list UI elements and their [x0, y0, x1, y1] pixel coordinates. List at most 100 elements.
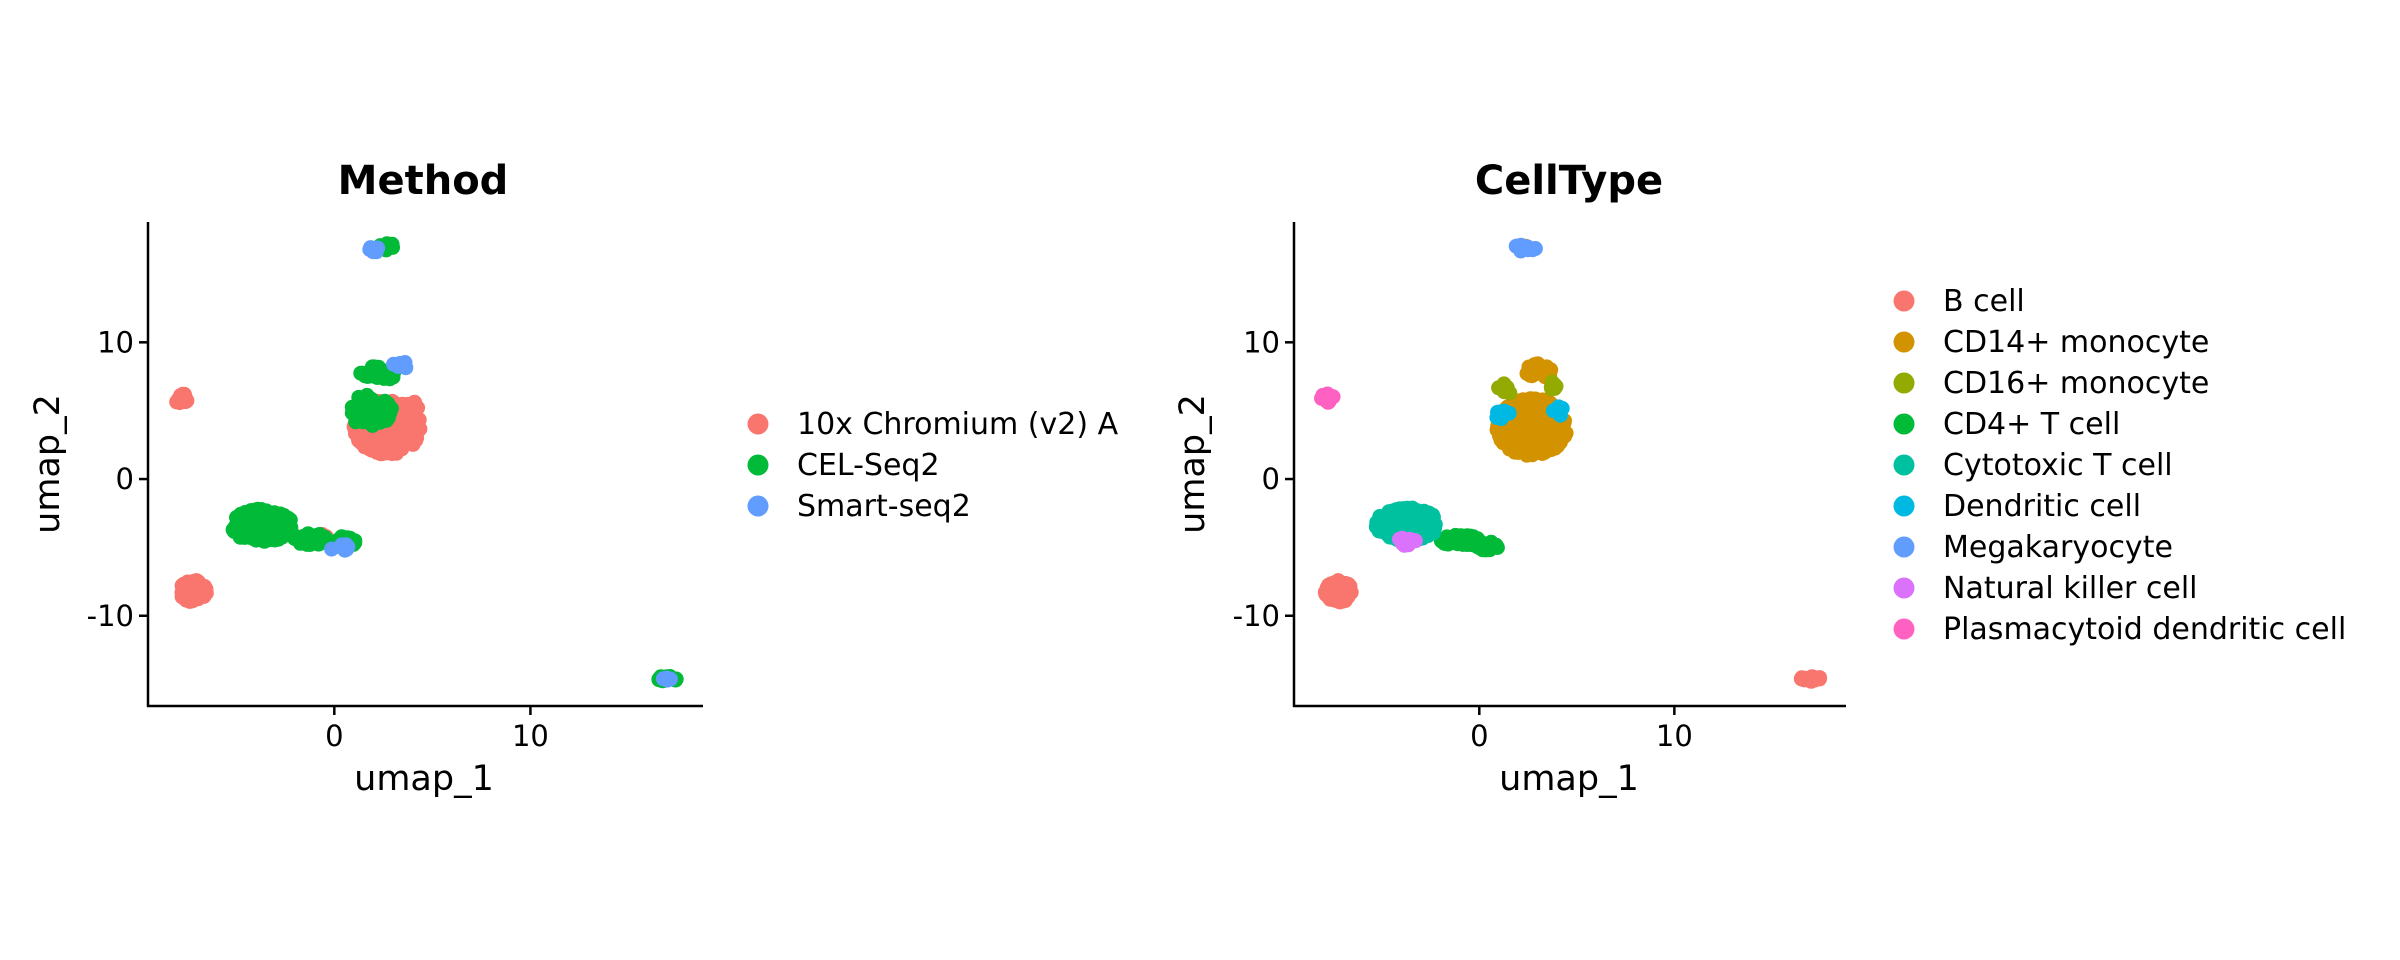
data-point [1423, 515, 1439, 531]
x-tick-label: 10 [1656, 719, 1693, 753]
series-megakaryocyte [1508, 237, 1543, 259]
data-point [363, 241, 379, 257]
legend-swatch [747, 495, 769, 517]
data-point [312, 528, 328, 544]
data-point [1547, 439, 1563, 455]
legend-item: CD4+ T cell [1893, 407, 2120, 442]
legend-label: Cytotoxic T cell [1943, 448, 2173, 483]
data-point [1548, 378, 1564, 394]
series-smart-seq2 [324, 240, 678, 688]
axis-ticks: 0 10 -10 0 10 [87, 325, 549, 753]
data-point [1496, 376, 1512, 392]
data-point [355, 414, 371, 430]
y-tick-label: -10 [87, 599, 134, 633]
series-natural-killer-cell [1391, 530, 1423, 553]
axis-ticks: 0 10 -10 0 10 [1233, 325, 1693, 753]
legend-swatch [1893, 618, 1915, 640]
data-point [176, 576, 192, 592]
data-point [392, 356, 408, 371]
legend-item: CEL-Seq2 [747, 448, 940, 483]
series-cel-seq2 [225, 236, 684, 689]
scatter-points [169, 236, 684, 689]
legend-label: B cell [1943, 284, 2025, 319]
data-point [198, 581, 214, 597]
y-tick-label: -10 [1233, 599, 1280, 633]
data-point [408, 413, 424, 429]
data-point [1530, 435, 1546, 451]
x-axis-label: umap_1 [1499, 759, 1639, 799]
data-point [1551, 399, 1567, 415]
legend-label: Natural killer cell [1943, 571, 2198, 606]
legend-item: B cell [1893, 284, 2025, 319]
legend-swatch [1893, 454, 1915, 476]
data-point [1520, 419, 1536, 435]
legend-item: Cytotoxic T cell [1893, 448, 2173, 483]
legend-item: CD14+ monocyte [1893, 325, 2209, 360]
data-point [287, 531, 303, 547]
chart-title: CellType [1475, 158, 1663, 204]
legend-label: CD4+ T cell [1943, 407, 2120, 442]
legend-label: Smart-seq2 [797, 489, 971, 524]
data-point [407, 394, 423, 410]
legend-label: CD14+ monocyte [1943, 325, 2209, 360]
data-point [179, 393, 195, 409]
legend-label: Megakaryocyte [1943, 530, 2173, 565]
legend-swatch [1893, 372, 1915, 394]
data-point [1524, 447, 1540, 463]
data-point [338, 537, 354, 553]
data-point [1530, 356, 1546, 372]
data-point [394, 438, 410, 454]
legend-label: CD16+ monocyte [1943, 366, 2209, 401]
legend-item: Megakaryocyte [1893, 530, 2173, 565]
y-tick-label: 0 [116, 462, 134, 496]
series-b-cell [1317, 573, 1828, 689]
y-tick-label: 0 [1262, 462, 1280, 496]
legend-label: Dendritic cell [1943, 489, 2141, 524]
data-point [1319, 393, 1335, 409]
x-tick-label: 0 [325, 719, 343, 753]
data-point [1489, 540, 1505, 555]
data-point [1444, 530, 1460, 545]
chart-title: Method [338, 158, 509, 204]
series-plasmacytoid-dendritic-cell [1314, 386, 1341, 410]
data-point [1475, 539, 1491, 555]
legend: 10x Chromium (v2) A CEL-Seq2 Smart-seq2 [747, 407, 1119, 524]
series-cd4-t-cell [1433, 527, 1505, 558]
data-point [1405, 518, 1421, 533]
data-point [1523, 241, 1539, 257]
legend-item: Natural killer cell [1893, 571, 2198, 606]
data-point [1416, 503, 1432, 519]
y-axis-label: umap_2 [28, 394, 68, 534]
legend-item: Dendritic cell [1893, 489, 2141, 524]
data-point [364, 442, 380, 458]
legend-swatch [1893, 331, 1915, 353]
legend-label: 10x Chromium (v2) A [797, 407, 1119, 442]
y-tick-label: 10 [1243, 325, 1280, 359]
legend-swatch [1893, 536, 1915, 558]
data-point [324, 541, 340, 557]
data-point [660, 672, 675, 688]
data-point [351, 401, 367, 417]
data-point [1511, 433, 1527, 449]
data-point [248, 510, 264, 526]
x-tick-label: 0 [1470, 719, 1488, 753]
data-point [1524, 368, 1540, 384]
panel-celltype: CellType 0 10 -10 0 10 umap_1 umap_2 B cell C… [1173, 158, 2346, 799]
legend-label: CEL-Seq2 [797, 448, 940, 483]
data-point [1369, 518, 1385, 534]
data-point [1547, 426, 1563, 442]
legend-swatch [1893, 290, 1915, 312]
scatter-points [1314, 237, 1828, 689]
data-point [1493, 404, 1508, 420]
legend-item: 10x Chromium (v2) A [747, 407, 1119, 442]
series-cd16-monocyte [1491, 374, 1564, 401]
legend-swatch [1893, 495, 1915, 517]
x-axis-label: umap_1 [354, 759, 494, 799]
legend-swatch [1893, 577, 1915, 599]
legend: B cell CD14+ monocyte CD16+ monocyte CD4+ T… [1893, 284, 2346, 647]
legend-swatch [747, 413, 769, 435]
legend-label: Plasmacytoid dendritic cell [1943, 612, 2346, 647]
data-point [1386, 518, 1402, 534]
legend-item: Smart-seq2 [747, 489, 971, 524]
